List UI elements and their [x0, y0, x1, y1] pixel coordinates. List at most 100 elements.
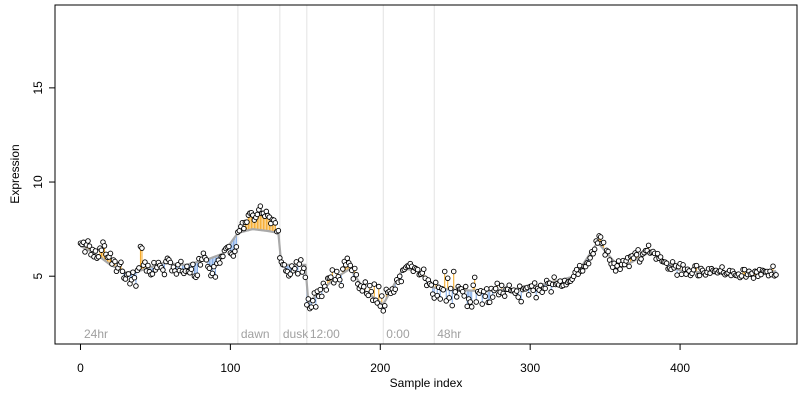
data-point [452, 289, 458, 295]
data-point [130, 269, 136, 275]
data-point [738, 273, 745, 279]
data-point [597, 234, 604, 240]
plot-frame [54, 4, 798, 345]
data-point [468, 304, 475, 310]
data-point [380, 308, 387, 314]
data-point [317, 286, 324, 293]
data-point [579, 268, 586, 274]
data-point [587, 255, 593, 261]
data-point [376, 283, 382, 290]
data-point [254, 211, 261, 218]
data-point [434, 292, 440, 299]
data-point [95, 254, 102, 260]
data-point [313, 304, 319, 310]
data-point [489, 294, 496, 300]
data-point [353, 271, 360, 278]
data-point [133, 283, 139, 289]
data-point [663, 260, 670, 266]
data-point [139, 245, 145, 251]
start-label: 24hr [84, 327, 108, 341]
data-point [719, 264, 725, 270]
data-point [518, 298, 524, 305]
data-point [340, 266, 346, 272]
data-point [298, 257, 304, 263]
data-point [302, 274, 309, 281]
data-point [486, 299, 493, 305]
data-point [92, 248, 99, 254]
data-point [773, 272, 779, 278]
data-point [292, 265, 298, 272]
data-point [241, 225, 247, 232]
data-point [470, 282, 476, 288]
data-point [645, 242, 652, 249]
data-point [374, 300, 381, 306]
data-point [498, 282, 505, 289]
data-point [382, 303, 388, 309]
data-point [605, 248, 611, 255]
data-point [212, 274, 219, 280]
data-point [328, 274, 334, 280]
data-point [576, 262, 583, 269]
data-point [287, 271, 294, 277]
data-point [483, 286, 490, 292]
data-point [654, 250, 661, 257]
marker-label: 12:00 [310, 327, 340, 341]
data-point [203, 257, 210, 263]
data-point [304, 302, 310, 308]
data-point [149, 271, 156, 277]
data-point [741, 266, 748, 273]
data-point [379, 293, 385, 299]
marker-label: dusk [283, 327, 309, 341]
data-point [479, 301, 485, 307]
data-point [542, 285, 548, 292]
x-axis: 0 100 200 300 400 [77, 343, 690, 375]
data-point [217, 260, 223, 266]
data-point [310, 297, 316, 304]
data-point [365, 292, 372, 299]
data-point [295, 271, 301, 277]
data-point [272, 220, 279, 226]
data-point [184, 263, 190, 270]
data-point [525, 292, 532, 298]
data-point [397, 273, 403, 279]
data-point [770, 263, 776, 269]
data-point [415, 266, 421, 273]
x-tick-label: 200 [370, 361, 390, 375]
data-point [421, 266, 427, 272]
data-point [301, 265, 307, 272]
data-point [197, 262, 204, 268]
data-point [693, 262, 700, 269]
data-point [392, 286, 399, 292]
y-tick-label: 15 [31, 81, 45, 95]
data-point [630, 255, 637, 261]
marker-label: 48hr [437, 327, 461, 341]
data-points [77, 203, 779, 314]
y-tick-label: 10 [31, 175, 45, 189]
data-point [453, 294, 460, 300]
data-point [473, 299, 479, 305]
data-point [515, 294, 521, 300]
marker-label: 0:00 [386, 327, 410, 341]
y-axis-title: Expression [8, 144, 22, 203]
data-point [281, 262, 288, 268]
data-point [178, 258, 184, 265]
data-point [449, 302, 455, 309]
data-point [230, 253, 237, 259]
data-point [471, 274, 478, 281]
data-point [464, 303, 470, 310]
data-point [617, 266, 623, 272]
data-point [377, 303, 384, 309]
data-point [118, 259, 124, 266]
data-point [101, 243, 108, 249]
data-point [591, 246, 598, 253]
data-point [119, 268, 126, 275]
data-point [361, 283, 367, 290]
data-point [462, 283, 469, 290]
data-point [446, 295, 452, 301]
residual-segments [79, 206, 777, 311]
data-point [494, 280, 500, 287]
marker-label: dawn [241, 327, 270, 341]
y-axis: 5 10 15 [31, 81, 56, 280]
